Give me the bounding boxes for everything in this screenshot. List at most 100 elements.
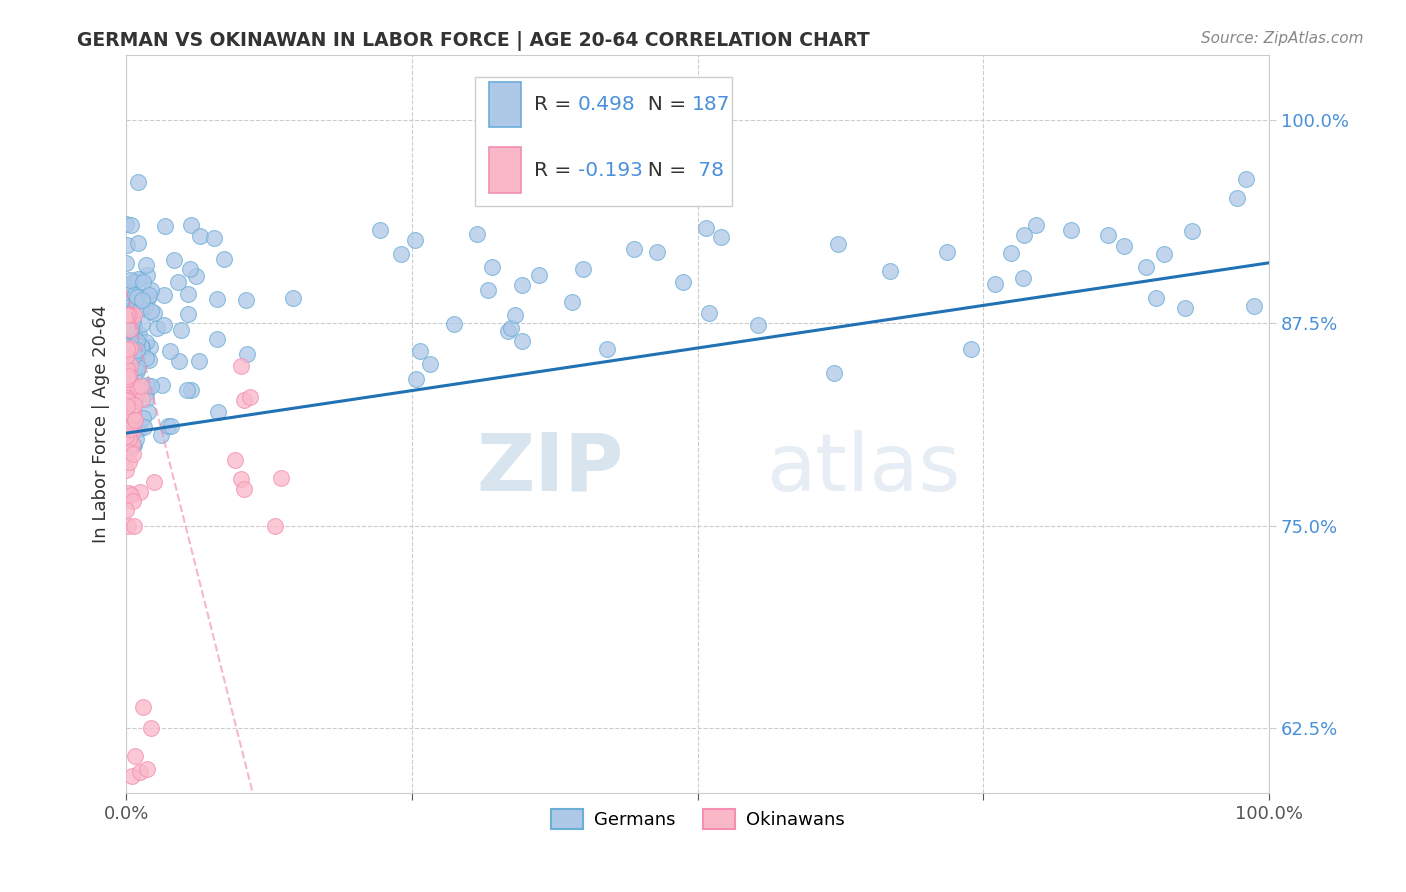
Point (159, 344, 181, 359)
Point (935, 244, 957, 259)
Point (118, 407, 141, 421)
Point (1097, 227, 1119, 242)
Text: Source: ZipAtlas.com: Source: ZipAtlas.com (1201, 31, 1364, 46)
Point (135, 335, 157, 350)
Point (143, 475, 166, 490)
Point (143, 306, 166, 320)
Point (131, 378, 153, 392)
Point (129, 339, 152, 353)
Point (115, 331, 138, 345)
Point (117, 421, 139, 435)
Point (121, 436, 143, 450)
Point (129, 765, 152, 780)
Point (827, 237, 849, 252)
Point (1135, 260, 1157, 274)
Point (647, 245, 669, 260)
Point (205, 292, 228, 306)
Text: ZIP: ZIP (477, 430, 623, 508)
Point (122, 402, 145, 417)
Point (1144, 291, 1167, 305)
Point (115, 218, 138, 232)
Text: 78: 78 (692, 161, 724, 180)
Point (115, 372, 138, 386)
Point (122, 326, 145, 341)
Point (115, 429, 138, 443)
Point (671, 275, 693, 289)
Point (120, 218, 142, 232)
Point (443, 317, 465, 331)
Point (121, 408, 143, 422)
Point (176, 383, 198, 397)
Point (124, 308, 146, 322)
Point (131, 317, 153, 331)
Point (224, 453, 246, 467)
Text: 0.498: 0.498 (578, 95, 636, 114)
Point (153, 288, 176, 302)
Point (190, 228, 212, 243)
Point (124, 749, 146, 764)
Point (235, 293, 257, 307)
Point (465, 227, 488, 241)
Legend: Germans, Okinawans: Germans, Okinawans (544, 802, 852, 836)
Point (115, 375, 138, 389)
Point (117, 372, 139, 386)
Point (596, 343, 619, 357)
Point (121, 380, 143, 394)
Point (115, 415, 138, 429)
Point (1025, 219, 1047, 233)
Point (118, 355, 141, 369)
Point (263, 518, 285, 533)
Point (122, 398, 145, 412)
Point (117, 308, 139, 322)
Point (132, 420, 155, 434)
Point (118, 428, 141, 442)
Point (150, 427, 173, 442)
Point (136, 291, 159, 305)
Point (118, 373, 141, 387)
Point (163, 252, 186, 267)
Point (117, 319, 139, 334)
Point (118, 368, 141, 382)
Point (120, 358, 142, 372)
Point (127, 360, 149, 375)
Point (879, 264, 901, 278)
Point (623, 242, 645, 256)
Point (127, 364, 149, 378)
Point (710, 230, 733, 244)
Point (122, 384, 145, 398)
Point (120, 323, 142, 337)
Point (561, 295, 583, 310)
Point (115, 411, 138, 425)
Point (131, 290, 153, 304)
Point (115, 417, 138, 431)
Text: 187: 187 (692, 95, 731, 114)
Point (527, 268, 550, 282)
Point (170, 323, 193, 337)
Point (115, 308, 138, 322)
Point (115, 325, 138, 339)
FancyBboxPatch shape (475, 78, 733, 206)
Point (572, 261, 595, 276)
Point (118, 417, 141, 432)
Point (124, 337, 146, 351)
Point (233, 482, 256, 496)
Point (177, 287, 200, 301)
Point (120, 312, 142, 326)
Point (117, 391, 139, 405)
Point (115, 368, 138, 382)
Point (120, 322, 142, 336)
Point (115, 308, 138, 322)
Point (135, 386, 157, 401)
Point (118, 432, 141, 446)
Point (118, 309, 141, 323)
Point (121, 437, 143, 451)
Point (127, 290, 149, 304)
Bar (488, 82, 520, 128)
Point (124, 288, 146, 302)
Point (118, 384, 141, 399)
Point (129, 301, 152, 316)
Point (212, 252, 235, 267)
Point (1226, 191, 1249, 205)
Point (118, 434, 141, 449)
Point (118, 392, 141, 407)
